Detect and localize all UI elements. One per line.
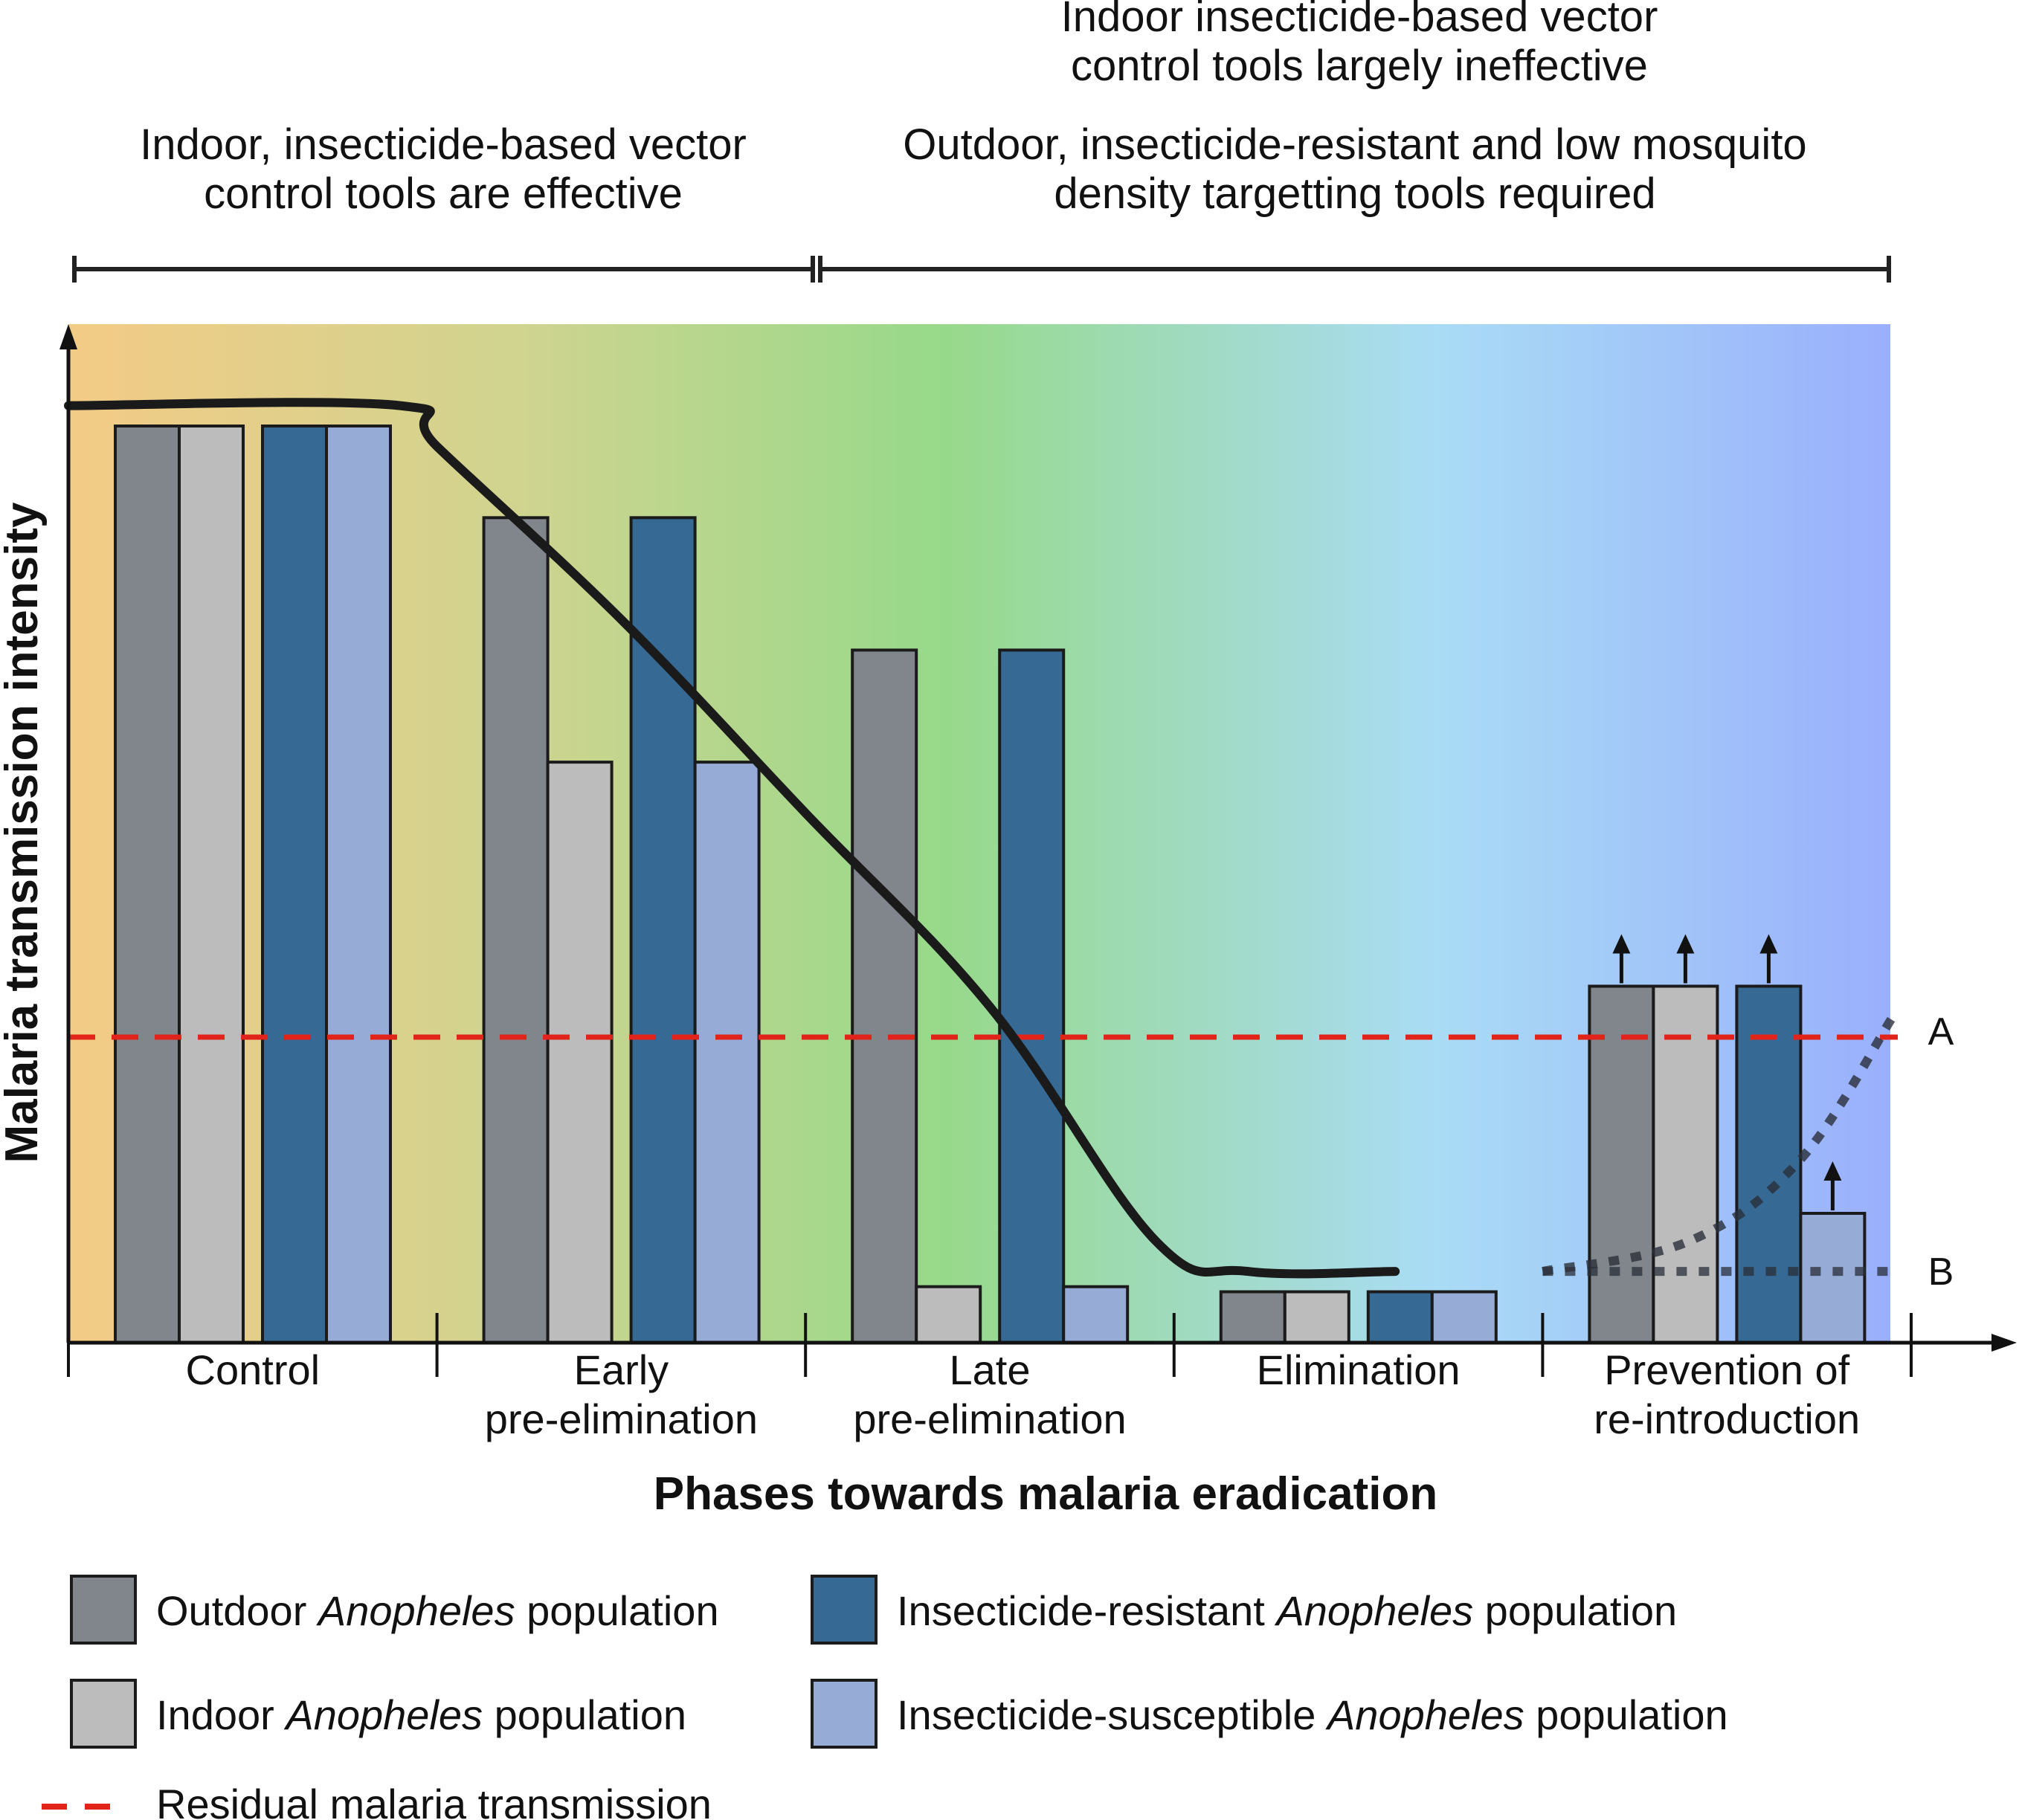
y-axis-arrowhead bbox=[59, 324, 77, 349]
bar-1-series-4 bbox=[325, 425, 392, 1344]
bar-3-series-3 bbox=[998, 648, 1066, 1344]
bar-5-series-3 bbox=[1735, 984, 1803, 1344]
header-left-line1: Indoor, insecticide-based vector bbox=[140, 120, 747, 169]
legend-label-outdoor: Outdoor Anopheles population bbox=[156, 1587, 719, 1634]
increase-arrow-1 bbox=[1612, 934, 1631, 984]
increase-arrow-2 bbox=[1676, 934, 1695, 984]
bar-4-series-3 bbox=[1366, 1290, 1434, 1344]
increase-arrows-group bbox=[1612, 934, 1842, 1211]
x-axis-title: Phases towards malaria eradication bbox=[654, 1468, 1437, 1520]
legend-swatch-outdoor bbox=[70, 1575, 137, 1645]
header-right-line2: control tools largely ineffective bbox=[1071, 42, 1648, 90]
bar-1-series-2 bbox=[178, 425, 245, 1344]
scenario-a-label: A bbox=[1928, 1010, 1954, 1053]
header-bracket-left bbox=[72, 256, 815, 283]
bar-3-series-4 bbox=[1062, 1285, 1130, 1345]
phase-label-1: Control bbox=[186, 1346, 321, 1393]
bar-5-series-4 bbox=[1799, 1212, 1867, 1345]
bars-group bbox=[114, 425, 1867, 1345]
x-axis-arrowhead bbox=[1991, 1334, 2017, 1352]
bar-5-series-2 bbox=[1652, 984, 1719, 1344]
legend: Outdoor Anopheles population Insecticide-… bbox=[42, 1575, 1728, 1820]
bar-2-series-1 bbox=[482, 516, 550, 1344]
header-right-sub-line1: Outdoor, insecticide-resistant and low m… bbox=[903, 120, 1806, 169]
bar-2-series-2 bbox=[546, 761, 614, 1344]
legend-item-residual: Residual malaria transmission bbox=[42, 1781, 712, 1820]
scenario-a-curve bbox=[1542, 1014, 1897, 1276]
phase-dividers bbox=[67, 1313, 1913, 1377]
bar-2-series-4 bbox=[693, 761, 761, 1344]
bar-3-series-1 bbox=[851, 648, 918, 1344]
header-right-sub-line2: density targetting tools required bbox=[1054, 170, 1655, 218]
phase-label-3: Late bbox=[950, 1346, 1031, 1393]
phase-label-5: Prevention of bbox=[1604, 1346, 1849, 1393]
bar-4-series-1 bbox=[1219, 1290, 1287, 1344]
legend-label-indoor: Indoor Anopheles population bbox=[156, 1691, 686, 1738]
legend-item-outdoor: Outdoor Anopheles population bbox=[70, 1575, 719, 1645]
increase-arrow-3 bbox=[1759, 934, 1778, 984]
bar-4-series-4 bbox=[1430, 1290, 1498, 1344]
legend-swatch-susceptible bbox=[811, 1679, 878, 1749]
increase-arrow-4 bbox=[1823, 1161, 1842, 1211]
phase-label-2-line2: pre-elimination bbox=[485, 1395, 758, 1442]
y-axis-title: Malaria transmission intensity bbox=[0, 502, 48, 1163]
bar-4-series-2 bbox=[1283, 1290, 1350, 1344]
legend-label-susceptible: Insecticide-susceptible Anopheles popula… bbox=[897, 1691, 1728, 1738]
phase-labels: Control Earlypre-eliminationLatepre-elimi… bbox=[186, 1346, 1861, 1442]
phase-label-2: Early bbox=[574, 1346, 669, 1393]
legend-item-susceptible: Insecticide-susceptible Anopheles popula… bbox=[811, 1679, 1728, 1749]
phase-label-3-line2: pre-elimination bbox=[853, 1395, 1126, 1442]
bar-1-series-1 bbox=[114, 425, 181, 1344]
scenario-b-label: B bbox=[1928, 1251, 1954, 1294]
header-bracket-right bbox=[818, 256, 1891, 283]
legend-swatch-indoor bbox=[70, 1679, 137, 1749]
phase-label-4: Elimination bbox=[1257, 1346, 1461, 1393]
legend-item-resistant: Insecticide-resistant Anopheles populati… bbox=[811, 1575, 1677, 1645]
bar-1-series-3 bbox=[261, 425, 328, 1344]
legend-label-resistant: Insecticide-resistant Anopheles populati… bbox=[897, 1587, 1677, 1634]
phase-label-5-line2: re-introduction bbox=[1594, 1395, 1860, 1442]
legend-swatch-resistant bbox=[811, 1575, 878, 1645]
transmission-curve bbox=[64, 398, 1400, 1279]
bar-3-series-2 bbox=[915, 1285, 982, 1345]
bar-5-series-1 bbox=[1588, 984, 1655, 1344]
bar-2-series-3 bbox=[629, 516, 697, 1344]
legend-item-indoor: Indoor Anopheles population bbox=[70, 1679, 686, 1749]
header-right-line1: Indoor insecticide-based vector bbox=[1061, 0, 1658, 41]
legend-label-residual: Residual malaria transmission bbox=[156, 1781, 712, 1820]
header-left-line2: control tools are effective bbox=[204, 170, 683, 218]
